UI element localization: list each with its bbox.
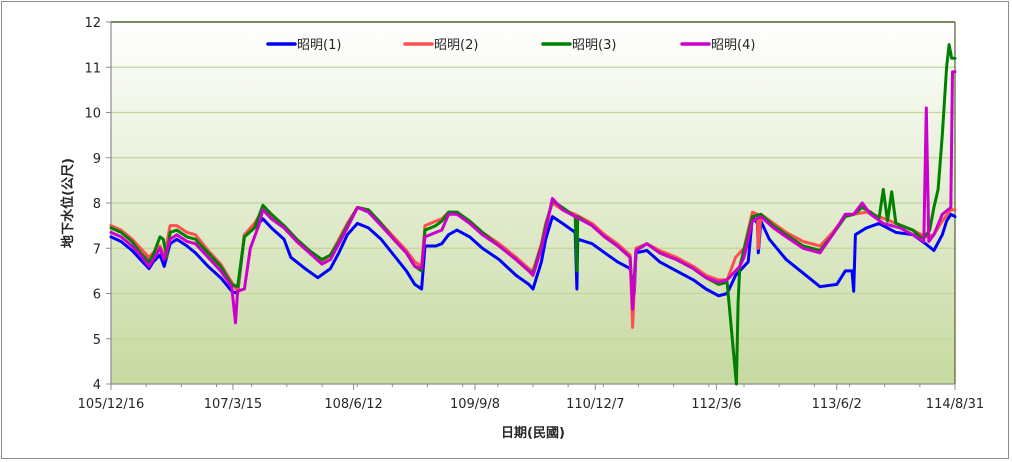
y-tick-label: 10: [84, 107, 101, 122]
y-tick-label: 12: [84, 16, 101, 31]
series-line-4: [109, 70, 957, 325]
legend-item-2: 昭明(2): [403, 38, 478, 53]
y-tick-label: 9: [93, 152, 101, 167]
legend-label: 昭明(1): [297, 38, 341, 53]
data-series: [109, 43, 957, 386]
legend-label: 昭明(3): [572, 38, 616, 53]
legend-label: 昭明(2): [434, 38, 478, 53]
x-tick-label: 107/3/15: [204, 397, 262, 412]
legend-item-1: 昭明(1): [266, 38, 341, 53]
x-axis: 105/12/16 107/3/15 108/6/12 109/9/8 110/12/7…: [78, 383, 984, 412]
x-tick-label: 109/9/8: [450, 397, 500, 412]
y-tick-label: 8: [93, 197, 101, 212]
y-tick-label: 4: [93, 378, 101, 393]
legend-item-3: 昭明(3): [541, 38, 616, 53]
x-tick-label: 114/8/31: [926, 397, 984, 412]
x-tick-label: 113/6/2: [812, 397, 862, 412]
y-tick-label: 6: [93, 288, 101, 303]
y-axis-title: 地下水位(公尺): [60, 158, 76, 248]
x-tick-label: 105/12/16: [78, 397, 145, 412]
x-tick-label: 112/3/6: [691, 397, 741, 412]
y-tick-label: 11: [84, 61, 101, 76]
legend-item-4: 昭明(4): [680, 38, 755, 53]
x-tick-label: 110/12/7: [566, 397, 624, 412]
legend-label: 昭明(4): [711, 38, 755, 53]
y-axis: 4 5 6 7 8 9 10 11 12: [84, 16, 956, 393]
x-tick-label: 108/6/12: [324, 397, 382, 412]
y-tick-label: 7: [93, 242, 101, 257]
y-tick-label: 5: [93, 333, 101, 348]
x-axis-title: 日期(民國): [501, 426, 565, 441]
legend: 昭明(1) 昭明(2) 昭明(3) 昭明(4): [266, 38, 755, 53]
